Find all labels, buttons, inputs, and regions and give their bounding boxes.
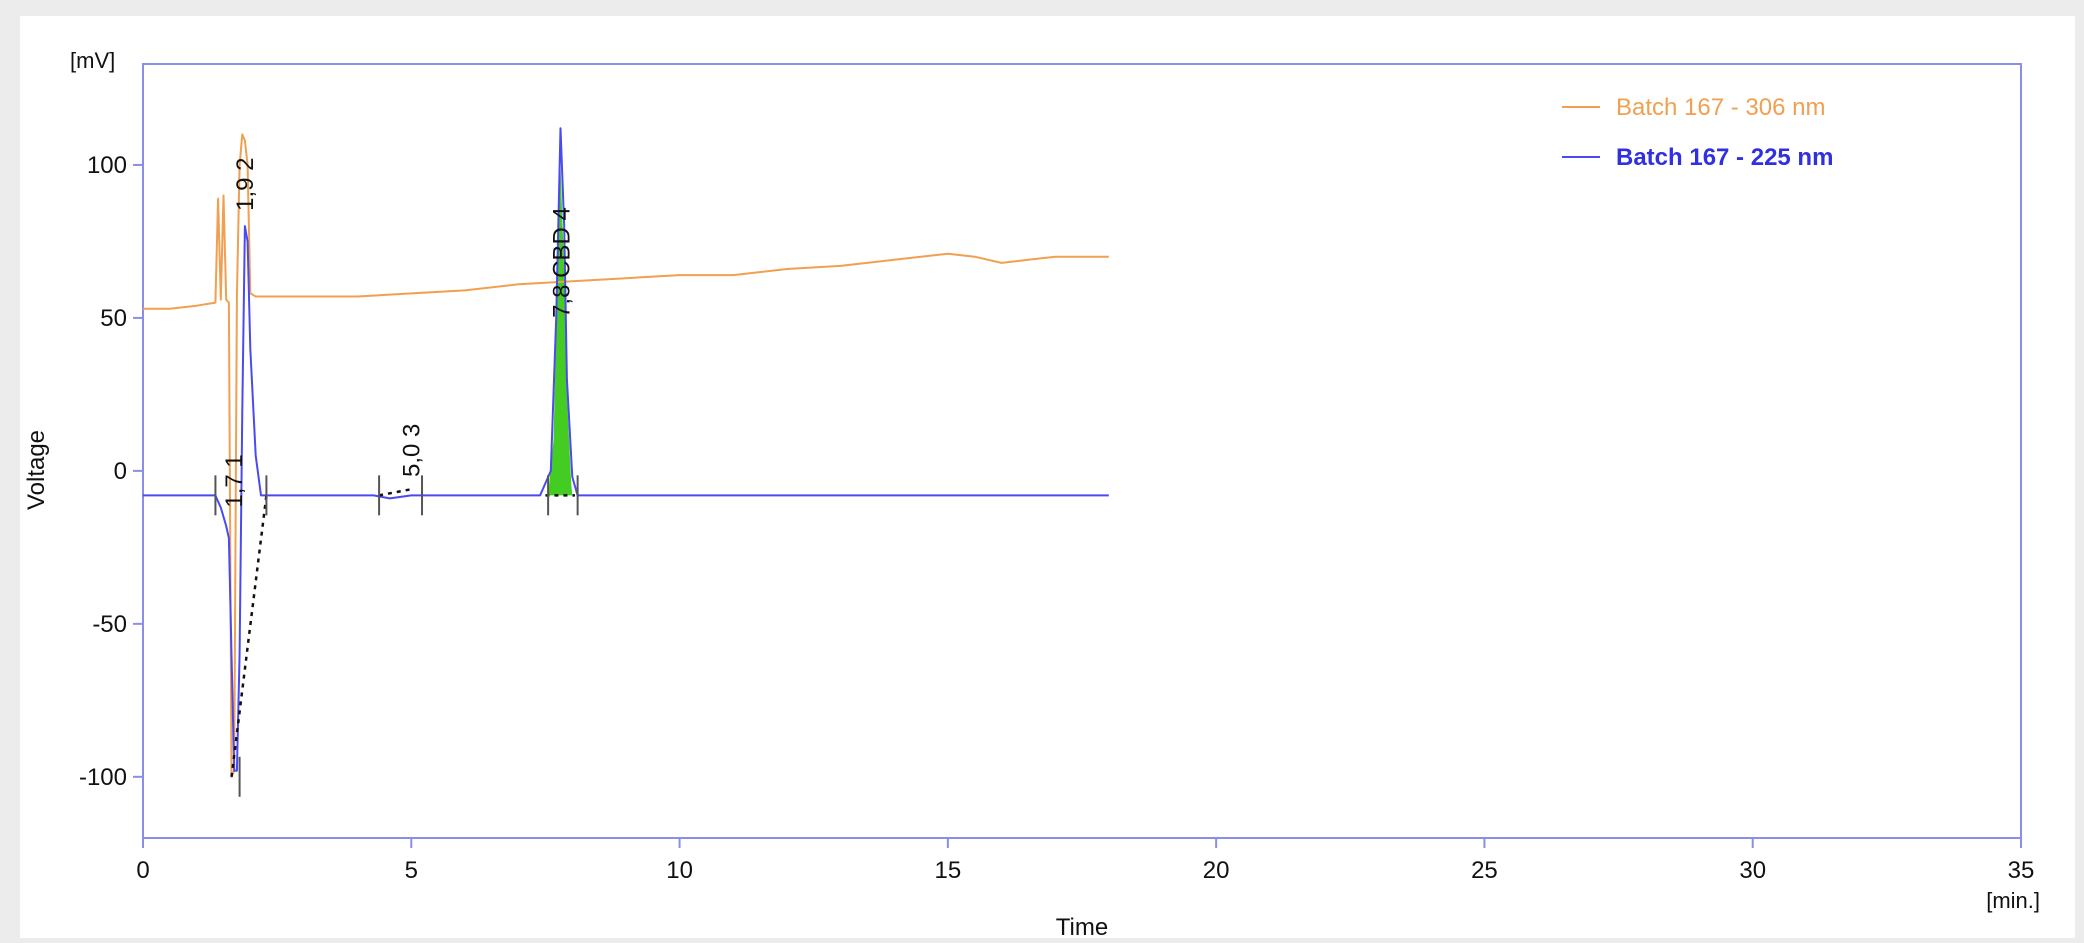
peak-label-4: 7,8 CBD 4 <box>549 207 576 318</box>
peak-label-1: 1,7 1 <box>221 454 248 507</box>
peak-baseline-1 <box>230 495 268 777</box>
legend: Batch 167 - 306 nm Batch 167 - 225 nm <box>1562 94 1833 171</box>
peak-baseline-2 <box>378 488 412 497</box>
y-tick-label-100: 100 <box>87 152 127 179</box>
x-tick-label-15: 15 <box>935 857 962 884</box>
y-axis-title: Voltage <box>23 430 50 510</box>
x-tick-label-35: 35 <box>2008 857 2035 884</box>
y-tick-label-50: 50 <box>100 305 127 332</box>
x-tick-label-30: 30 <box>1739 857 1766 884</box>
series-line-2 <box>143 127 1109 772</box>
series-line-1 <box>143 133 1109 778</box>
y-tick-label--100: -100 <box>79 764 127 791</box>
x-tick-label-20: 20 <box>1203 857 1230 884</box>
x-tick-label-5: 5 <box>405 857 418 884</box>
y-tick-label-0: 0 <box>114 458 127 485</box>
x-tick-label-0: 0 <box>136 857 149 884</box>
x-axis-title: Time <box>1056 914 1108 938</box>
x-unit-label: [min.] <box>1986 888 2040 913</box>
x-tick-label-10: 10 <box>666 857 693 884</box>
marks-layer: 1,7 1 1,9 2 5,0 3 7,8 CBD 4 <box>143 127 1109 797</box>
legend-label-225nm: Batch 167 - 225 nm <box>1616 144 1833 171</box>
legend-label-306nm: Batch 167 - 306 nm <box>1616 94 1825 121</box>
peak-label-3: 5,0 3 <box>398 424 425 477</box>
y-tick-label--50: -50 <box>92 611 127 638</box>
shaded-peak-cbd <box>548 165 573 496</box>
peak-label-2: 1,9 2 <box>232 157 259 210</box>
plot-area <box>142 63 2022 839</box>
x-tick-label-25: 25 <box>1471 857 1498 884</box>
y-unit-label: [mV] <box>70 48 115 73</box>
axis-layer: 0 5 10 15 20 25 30 35 -100 -50 0 50 100 <box>79 152 2034 884</box>
